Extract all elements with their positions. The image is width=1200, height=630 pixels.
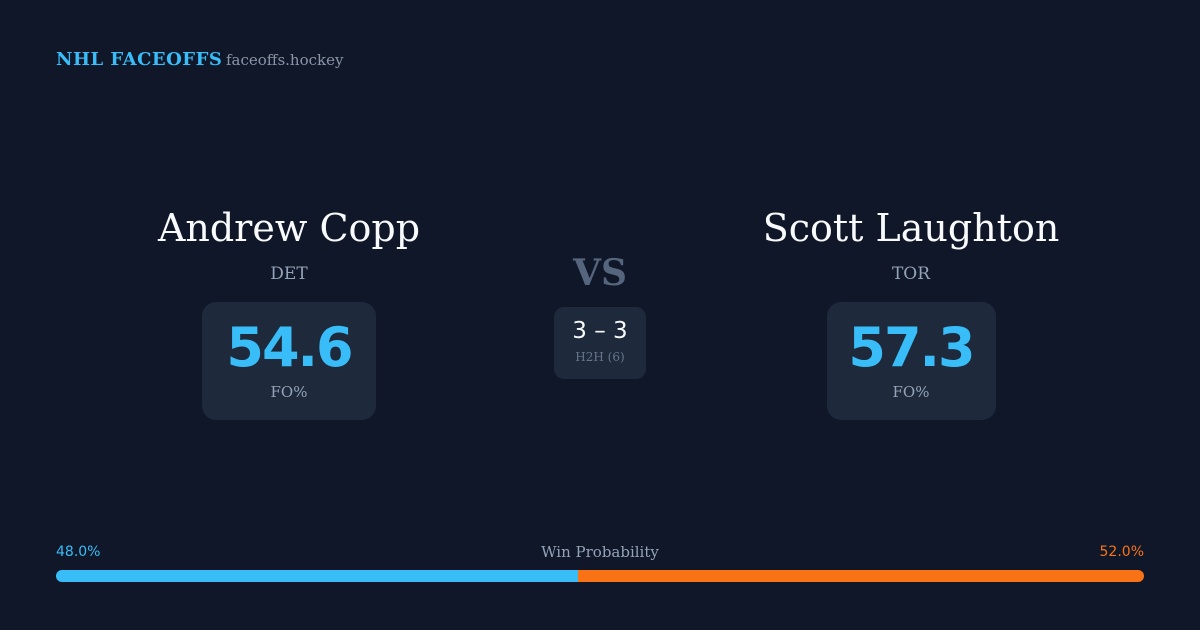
probability-segment [578, 570, 1144, 582]
probability-bar [56, 570, 1144, 582]
stat-label: FO% [892, 383, 930, 401]
stat-value: 57.3 [848, 316, 975, 379]
h2h-score: 3 – 3 [572, 318, 628, 344]
brand-title: NHL FACEOFFS [56, 49, 223, 70]
probability-title: Win Probability [541, 543, 659, 561]
h2h-card [554, 307, 646, 379]
player-name: Scott Laughton [762, 206, 1060, 250]
left-probability: 48.0% [56, 544, 101, 560]
right-probability: 52.0% [1099, 544, 1144, 560]
stat-label: FO% [270, 383, 308, 401]
versus: VS [573, 252, 627, 294]
stat-value: 54.6 [226, 316, 353, 379]
brand-site: faceoffs.hockey [226, 51, 344, 69]
team: TOR [891, 264, 931, 284]
probability-segment [56, 570, 579, 582]
player-name: Andrew Copp [157, 206, 421, 250]
h2h-label: H2H (6) [575, 350, 625, 364]
stat-card [827, 302, 996, 420]
team: DET [270, 264, 308, 284]
stat-card [202, 302, 376, 420]
